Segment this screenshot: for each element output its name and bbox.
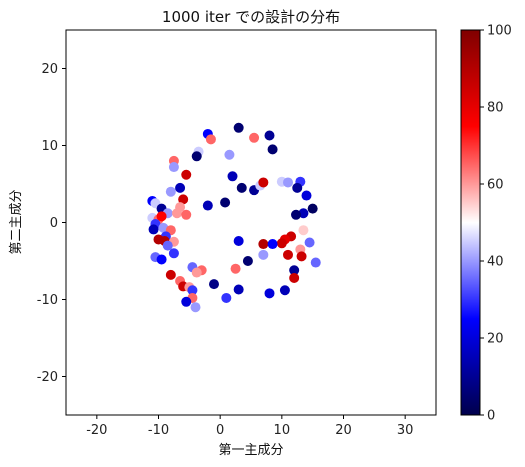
scatter-point xyxy=(258,239,269,250)
scatter-point xyxy=(224,149,235,160)
scatter-point xyxy=(190,302,201,313)
colorbar-ticks: 0 20 40 60 80 100 xyxy=(480,24,512,424)
scatter-point xyxy=(233,235,244,246)
scatter-point xyxy=(264,130,275,141)
x-tick-label: 10 xyxy=(274,423,291,438)
y-axis-ticks: -20 -10 0 10 20 xyxy=(37,62,66,385)
scatter-point xyxy=(191,267,202,278)
y-tick-label: -20 xyxy=(37,370,58,385)
scatter-point xyxy=(221,292,232,303)
y-tick-label: -10 xyxy=(37,293,58,308)
scatter-point xyxy=(165,186,176,197)
scatter-point xyxy=(289,265,300,276)
scatter-point xyxy=(172,208,182,219)
scatter-point xyxy=(233,284,244,295)
x-tick-label: 20 xyxy=(335,423,352,438)
colorbar-tick-label: 20 xyxy=(487,332,504,347)
scatter-point xyxy=(209,279,219,290)
scatter-point xyxy=(181,169,192,180)
y-tick-label: 10 xyxy=(41,139,58,154)
scatter-point xyxy=(279,285,290,296)
scatter-point xyxy=(220,197,231,208)
scatter-point xyxy=(227,171,238,182)
scatter-point xyxy=(156,254,167,265)
scatter-point xyxy=(178,194,189,205)
scatter-point xyxy=(156,211,167,222)
scatter-point xyxy=(236,182,247,193)
scatter-point xyxy=(242,256,253,266)
scatter-point xyxy=(187,285,198,296)
scatter-point xyxy=(289,272,300,283)
scatter-point xyxy=(168,162,179,173)
scatter-point xyxy=(296,251,307,262)
scatter-point xyxy=(276,238,287,249)
scatter-point xyxy=(301,190,312,201)
scatter-point xyxy=(233,122,244,133)
scatter-point xyxy=(283,249,293,260)
scatter-point xyxy=(267,144,278,155)
scatter-point xyxy=(162,240,173,251)
scatter-point xyxy=(283,177,293,188)
scatter-point xyxy=(175,182,186,193)
scatter-point xyxy=(148,224,159,235)
scatter-point xyxy=(191,151,202,162)
scatter-point xyxy=(181,296,192,307)
plot-area-frame xyxy=(65,29,437,416)
scatter-point xyxy=(168,248,179,259)
scatter-points xyxy=(147,122,321,313)
x-tick-label: 30 xyxy=(397,423,414,438)
y-tick-label: 20 xyxy=(41,62,58,77)
x-tick-label: -20 xyxy=(86,423,107,438)
scatter-point xyxy=(307,203,318,214)
scatter-point xyxy=(310,257,321,268)
y-axis-label: 第二主成分 xyxy=(9,189,24,254)
y-tick-label: 0 xyxy=(50,216,58,231)
colorbar-tick-label: 40 xyxy=(487,255,504,270)
scatter-point xyxy=(258,177,269,188)
scatter-point xyxy=(258,249,269,260)
scatter-point xyxy=(249,132,260,143)
chart-title: 1000 iter での設計の分布 xyxy=(162,8,340,26)
scatter-point xyxy=(264,288,275,299)
colorbar xyxy=(460,29,481,416)
scatter-point xyxy=(205,134,216,145)
scatter-point xyxy=(292,182,303,193)
scatter-point xyxy=(298,225,309,236)
x-axis-ticks: -20 -10 0 10 20 30 xyxy=(86,415,413,438)
colorbar-tick-label: 60 xyxy=(487,178,504,193)
scatter-point xyxy=(165,269,176,280)
scatter-point xyxy=(304,237,315,248)
x-tick-label: 0 xyxy=(216,423,224,438)
scatter-point xyxy=(267,239,278,250)
scatter-point xyxy=(291,209,302,220)
scatter-point xyxy=(230,263,241,274)
scatter-point xyxy=(181,209,192,220)
colorbar-tick-label: 100 xyxy=(487,24,512,39)
x-tick-label: -10 xyxy=(148,423,169,438)
colorbar-tick-label: 80 xyxy=(487,101,504,116)
x-axis-label: 第一主成分 xyxy=(218,443,283,458)
colorbar-tick-label: 0 xyxy=(487,409,495,424)
scatter-point xyxy=(202,200,213,211)
